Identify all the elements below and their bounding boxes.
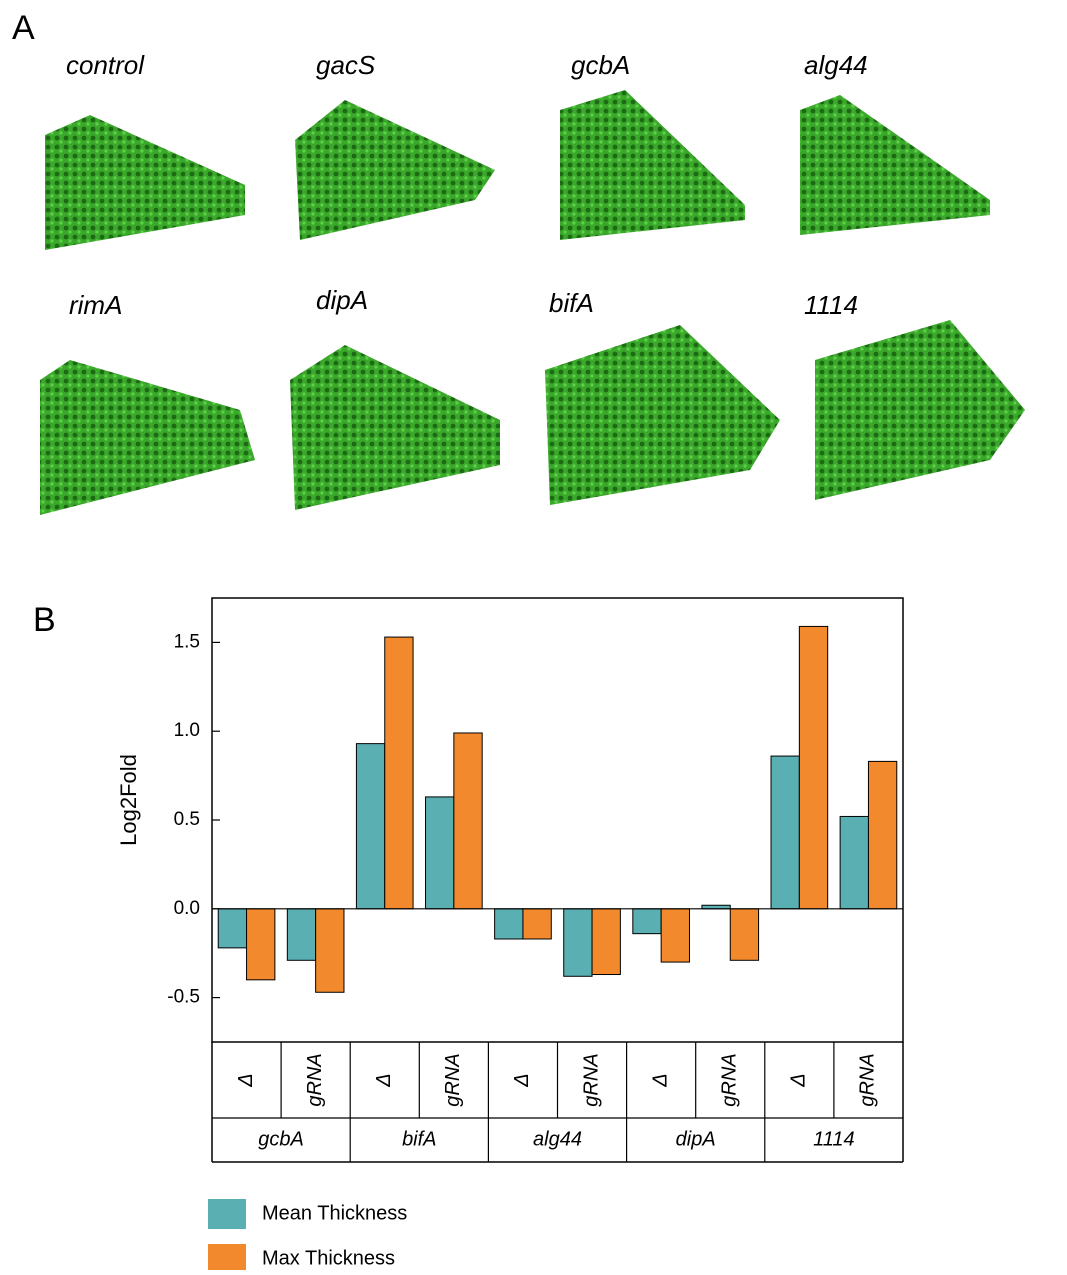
y-tick-label: 1.0	[174, 720, 200, 741]
image-title: rimA	[69, 290, 122, 320]
biofilm-image	[545, 325, 780, 505]
bar	[247, 909, 275, 980]
biofilm-image	[40, 360, 255, 515]
bar	[287, 909, 315, 961]
bar	[799, 626, 827, 908]
bar	[840, 816, 868, 908]
panel-label: A	[12, 9, 35, 47]
image-title: gacS	[316, 50, 376, 80]
biofilm-image	[800, 95, 990, 235]
x-tick-label: Δ	[373, 1073, 395, 1087]
legend-swatch	[208, 1199, 246, 1229]
image-title: bifA	[549, 288, 594, 318]
bar	[564, 909, 592, 976]
biofilm-image	[290, 345, 500, 510]
bar	[730, 909, 758, 961]
image-title: control	[66, 50, 145, 80]
x-tick-label: gRNA	[719, 1053, 741, 1106]
image-title: 1114	[804, 290, 858, 320]
y-tick-label: 1.5	[174, 631, 200, 652]
image-title: dipA	[316, 285, 368, 315]
y-axis-label: Log2Fold	[116, 754, 141, 846]
x-tick-label: Δ	[788, 1073, 810, 1087]
bar	[661, 909, 689, 962]
panel-label: B	[33, 601, 56, 639]
bar	[633, 909, 661, 934]
bar	[218, 909, 246, 948]
biofilm-image	[560, 90, 745, 240]
group-label: bifA	[402, 1128, 436, 1150]
biofilm-image	[45, 115, 245, 250]
bar	[426, 797, 454, 909]
x-tick-label: Δ	[511, 1073, 533, 1087]
legend-label: Max Thickness	[262, 1247, 395, 1269]
x-tick-label: gRNA	[442, 1053, 464, 1106]
bar	[356, 744, 384, 909]
legend-label: Mean Thickness	[262, 1202, 407, 1224]
page: {"panel_a": {"label": "A", "images": [ {…	[0, 0, 1067, 1275]
group-label: gcbA	[258, 1128, 304, 1150]
bar	[771, 756, 799, 909]
x-tick-label: gRNA	[580, 1053, 602, 1106]
bar	[523, 909, 551, 939]
x-tick-label: Δ	[649, 1073, 671, 1087]
bar	[592, 909, 620, 975]
figure: Acontrol gacS gcbA alg44 rimA dipA bifA 1114 B Lo…	[0, 0, 1067, 1270]
y-tick-label: 0.0	[174, 898, 200, 919]
x-tick-label: gRNA	[304, 1053, 326, 1106]
bar	[454, 733, 482, 909]
bar	[385, 637, 413, 909]
y-tick-label: 0.5	[174, 809, 200, 830]
image-title: alg44	[804, 50, 868, 80]
bar	[868, 761, 896, 908]
biofilm-image	[815, 320, 1025, 500]
biofilm-image	[295, 100, 495, 240]
group-label: alg44	[533, 1128, 582, 1150]
image-title: gcbA	[571, 50, 630, 80]
bar	[495, 909, 523, 939]
y-tick-label: -0.5	[167, 987, 200, 1008]
x-tick-label: gRNA	[857, 1053, 879, 1106]
panel-a-images	[40, 90, 1025, 515]
x-tick-label: Δ	[235, 1073, 257, 1087]
group-label: 1114	[813, 1128, 855, 1150]
legend-swatch	[208, 1244, 246, 1270]
group-label: dipA	[676, 1128, 716, 1150]
bar	[316, 909, 344, 992]
